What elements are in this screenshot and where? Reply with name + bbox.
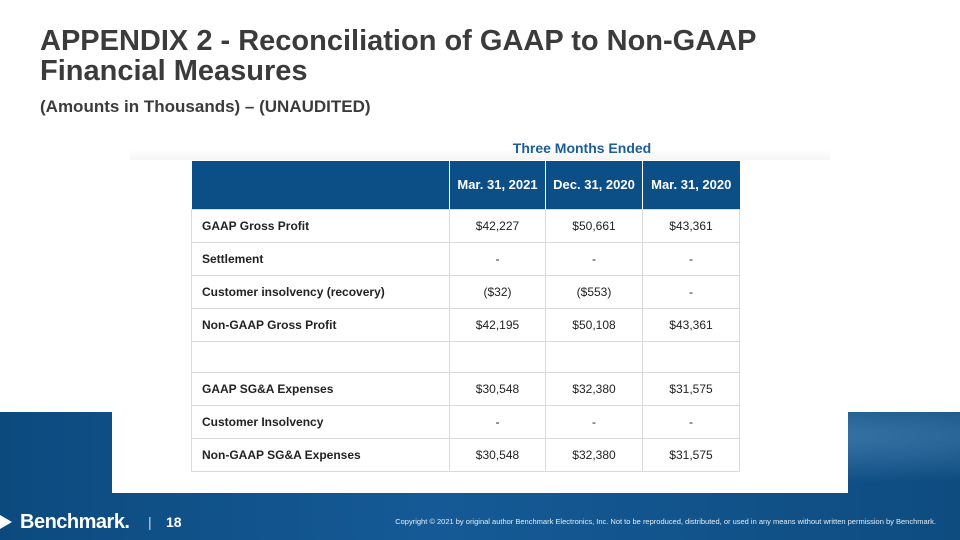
cell-value: $30,548 (449, 438, 546, 472)
cell-value: $43,361 (642, 308, 740, 342)
row-label: Customer insolvency (recovery) (191, 275, 450, 309)
footer-separator: | (148, 514, 152, 530)
column-header: Mar. 31, 2020 (642, 161, 740, 210)
benchmark-logo: Benchmark. (0, 510, 130, 534)
reconciliation-table: Mar. 31, 2021 Dec. 31, 2020 Mar. 31, 202… (191, 161, 740, 472)
cell-value: $31,575 (642, 438, 740, 472)
slide-title: APPENDIX 2 - Reconciliation of GAAP to N… (40, 25, 756, 87)
row-label: GAAP Gross Profit (191, 209, 450, 243)
cell-value: ($553) (545, 275, 643, 309)
cell-value: $50,661 (545, 209, 643, 243)
cell-value: $30,548 (449, 372, 546, 406)
cell-value: - (642, 242, 740, 276)
table-row: GAAP SG&A Expenses $30,548 $32,380 $31,5… (191, 372, 740, 406)
row-label: Settlement (191, 242, 450, 276)
copyright-notice: Copyright © 2021 by original author Benc… (395, 517, 936, 526)
cell-value: - (545, 405, 643, 439)
table-row: Customer Insolvency - - - (191, 405, 740, 439)
cell-value: $31,575 (642, 372, 740, 406)
slide-subtitle: (Amounts in Thousands) – (UNAUDITED) (40, 97, 371, 116)
cell-value: - (449, 242, 546, 276)
table-row: Non-GAAP Gross Profit $42,195 $50,108 $4… (191, 308, 740, 342)
period-header: Three Months Ended (512, 140, 652, 156)
cell-value: $42,195 (449, 308, 546, 342)
row-label: Non-GAAP Gross Profit (191, 308, 450, 342)
row-label (191, 341, 450, 373)
table-row: Non-GAAP SG&A Expenses $30,548 $32,380 $… (191, 438, 740, 472)
row-label: Customer Insolvency (191, 405, 450, 439)
table-row: GAAP Gross Profit $42,227 $50,661 $43,36… (191, 209, 740, 243)
cell-value (545, 341, 643, 373)
logo-arrow-icon (0, 515, 12, 529)
cell-value: ($32) (449, 275, 546, 309)
cell-value: $50,108 (545, 308, 643, 342)
column-header: Dec. 31, 2020 (545, 161, 643, 210)
table-header-row: Mar. 31, 2021 Dec. 31, 2020 Mar. 31, 202… (191, 161, 740, 210)
page-number: 18 (166, 514, 182, 530)
table-row-spacer (191, 341, 740, 373)
row-label: GAAP SG&A Expenses (191, 372, 450, 406)
table-row: Customer insolvency (recovery) ($32) ($5… (191, 275, 740, 309)
cell-value: $32,380 (545, 372, 643, 406)
cell-value (642, 341, 740, 373)
header-blank (191, 161, 450, 210)
cell-value: - (545, 242, 643, 276)
cell-value: - (642, 275, 740, 309)
cell-value: $43,361 (642, 209, 740, 243)
row-label: Non-GAAP SG&A Expenses (191, 438, 450, 472)
logo-text: Benchmark. (20, 510, 130, 533)
cell-value: $42,227 (449, 209, 546, 243)
cell-value: - (642, 405, 740, 439)
table-row: Settlement - - - (191, 242, 740, 276)
column-header: Mar. 31, 2021 (449, 161, 546, 210)
cell-value: $32,380 (545, 438, 643, 472)
cell-value (449, 341, 546, 373)
cell-value: - (449, 405, 546, 439)
